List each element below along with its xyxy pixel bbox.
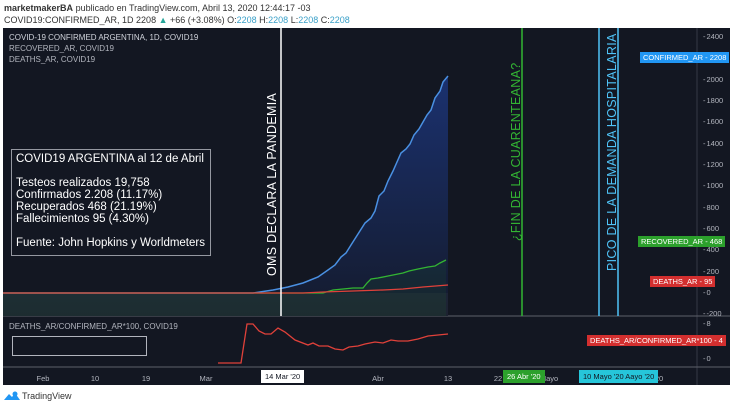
legend-recovered[interactable]: RECOVERED_AR, COVID19 [9, 44, 114, 53]
chart-plot [3, 28, 730, 385]
chart-canvas[interactable]: COVID-19 CONFIRMED ARGENTINA, 1D, COVID1… [3, 28, 730, 385]
oms-annotation: OMS DECLARA LA PANDEMIA [265, 92, 279, 276]
confirmed-line [3, 75, 449, 294]
author[interactable]: marketmakerBA [4, 3, 74, 13]
legend-main[interactable]: COVID-19 CONFIRMED ARGENTINA, 1D, COVID1… [9, 33, 199, 42]
info-box: COVID19 ARGENTINA al 12 de Abril Testeos… [11, 149, 211, 256]
date-label-14mar: 14 Mar '20 [261, 370, 305, 383]
legend-deaths[interactable]: DEATHS_AR, COVID19 [9, 55, 96, 64]
publish-info: marketmakerBA publicado en TradingView.c… [4, 3, 311, 13]
fin-annotation: ¿FIN DE LA CUARENTEANA? [509, 62, 523, 241]
deaths-line [3, 284, 449, 294]
date-label-10may: 10 Mayo '20 Aayo '20 [579, 370, 659, 383]
mortality-line [218, 323, 449, 364]
legend-lower[interactable]: DEATHS_AR/CONFIRMED_AR*100, COVID19 [9, 322, 178, 331]
tradingview-logo-icon [4, 391, 20, 400]
mortality-title [12, 336, 147, 356]
pico-annotation: PICO DE LA DEMANDA HOSPITALARIA [605, 33, 619, 271]
date-label-26abr: 26 Abr '20 [503, 370, 545, 383]
tradingview-brand[interactable]: TradingView [4, 391, 72, 401]
confirmed-price-label: CONFIRMED_AR - 2208 [640, 52, 730, 63]
deaths-price-label: DEATHS_AR - 95 [650, 276, 716, 287]
recovered-line [3, 259, 447, 294]
up-arrow-icon: ▲ [158, 15, 168, 25]
symbol: COVID19:CONFIRMED_AR, 1D [4, 15, 134, 25]
ratio-price-label: DEATHS_AR/CONFIRMED_AR*100 - 4 [587, 335, 726, 346]
symbol-info: COVID19:CONFIRMED_AR, 1D 2208 ▲ +66 (+3.… [4, 15, 350, 25]
recovered-price-label: RECOVERED_AR - 468 [638, 236, 726, 247]
